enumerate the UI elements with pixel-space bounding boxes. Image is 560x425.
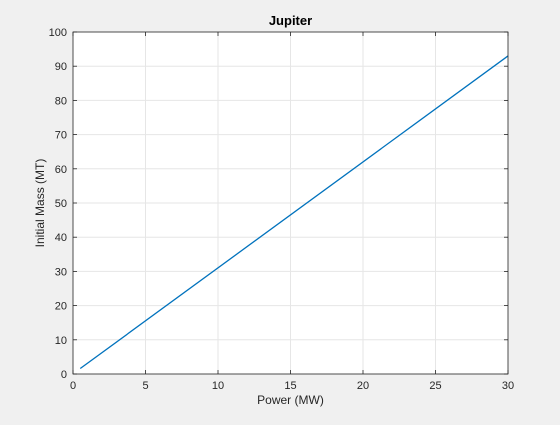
chart-title: Jupiter bbox=[269, 13, 312, 28]
y-axis-label: Initial Mass (MT) bbox=[33, 159, 47, 248]
y-tick-label: 70 bbox=[55, 130, 67, 142]
x-tick-label: 5 bbox=[142, 380, 148, 392]
y-tick-label: 100 bbox=[49, 27, 67, 39]
x-tick-label: 10 bbox=[212, 380, 224, 392]
y-tick-label: 60 bbox=[55, 164, 67, 176]
series-layer bbox=[79, 55, 509, 370]
y-tick-label: 0 bbox=[61, 369, 67, 381]
y-tick-label: 40 bbox=[55, 232, 67, 244]
y-tick-label: 20 bbox=[55, 301, 67, 313]
series-line bbox=[79, 55, 509, 370]
x-tick-label: 30 bbox=[502, 380, 514, 392]
y-tick-label: 90 bbox=[55, 61, 67, 73]
y-tick-label: 10 bbox=[55, 335, 67, 347]
x-axis-label: Power (MW) bbox=[257, 393, 324, 407]
x-tick-label: 15 bbox=[284, 380, 296, 392]
y-tick-label: 50 bbox=[55, 198, 67, 210]
y-tick-label: 30 bbox=[55, 266, 67, 278]
x-tick-label: 20 bbox=[357, 380, 369, 392]
x-tick-label: 25 bbox=[429, 380, 441, 392]
axis-ticks: 0 5 10 15 20 25 30 0 10 20 30 40 50 60 70 80 90 100 bbox=[49, 27, 514, 392]
x-tick-label: 0 bbox=[70, 380, 76, 392]
y-tick-label: 80 bbox=[55, 95, 67, 107]
